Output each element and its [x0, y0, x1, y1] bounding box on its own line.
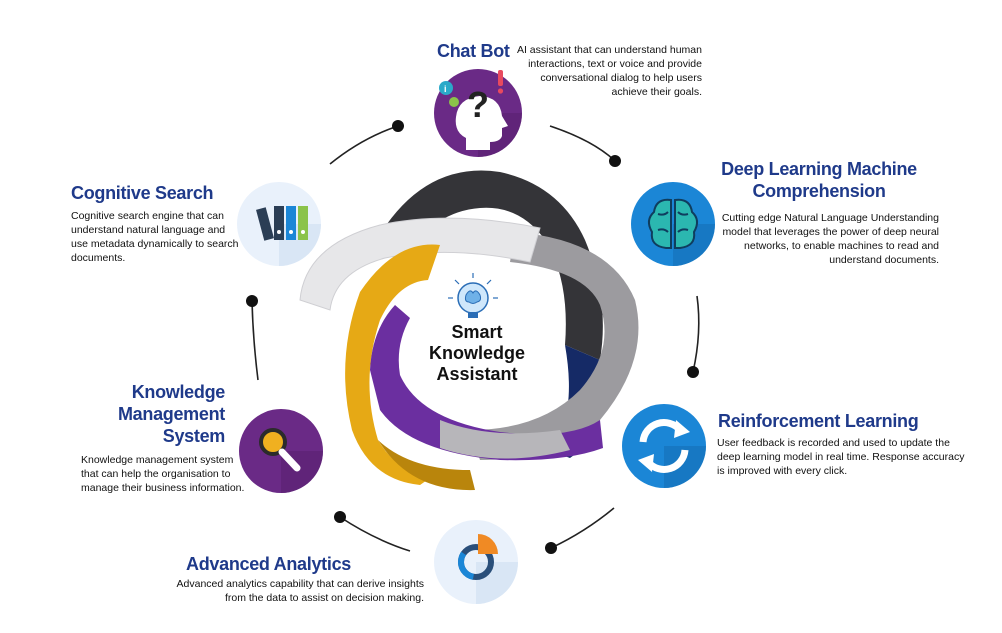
center-title-line: Smart: [451, 322, 503, 342]
connector-dot: [609, 155, 621, 167]
description-line: interactions, text or voice and provide: [528, 58, 702, 70]
description-line: understand natural language and: [71, 224, 226, 236]
chat-bot-icon-circle: ? i: [434, 69, 522, 157]
description-line: Cognitive search engine that can: [71, 210, 224, 222]
connector-arc-knowledge-search: [251, 300, 259, 381]
connector-dot: [246, 295, 258, 307]
head-question-icon: ?: [455, 84, 508, 150]
knowledge-management-icon-circle: [239, 409, 323, 493]
connector-arc-deeplearning-reinforcement: [692, 295, 700, 373]
connector-arc-reinforcement-analytics: [550, 507, 615, 549]
brain-icon: [648, 198, 698, 249]
cognitive-search-title: Cognitive Search: [71, 183, 214, 203]
description-line: User feedback is recorded and used to up…: [717, 437, 950, 449]
connector-arc-search-chatbot: [329, 125, 399, 165]
ring-yellow: [345, 244, 440, 485]
description-line: manage their business information.: [81, 482, 245, 494]
gear-icon: [449, 97, 459, 107]
knowledge-management-title: Knowledge Management System: [100, 381, 225, 447]
knowledge-management-description: Knowledge management system that can hel…: [81, 453, 256, 495]
interlocking-rings: [299, 170, 639, 491]
advanced-analytics-description: Advanced analytics capability that can d…: [160, 577, 424, 605]
connector-arc-analytics-knowledge: [339, 516, 411, 552]
cognitive-search-description: Cognitive search engine that can underst…: [71, 209, 251, 265]
connector-dot: [687, 366, 699, 378]
reinforcement-title: Reinforcement Learning: [718, 411, 919, 431]
title-line: Deep Learning Machine: [721, 159, 917, 179]
description-line: Knowledge management system: [81, 454, 234, 466]
description-line: use metadata dynamically to search: [71, 238, 239, 250]
connector-arc-chatbot-deeplearning: [549, 125, 615, 161]
description-line: documents.: [71, 252, 126, 264]
deep-learning-title: Deep Learning Machine Comprehension: [716, 158, 922, 202]
description-line: Cutting edge Natural Language Understand…: [721, 212, 939, 224]
ring-purple: [370, 305, 603, 461]
center-backdrop: [410, 298, 542, 402]
connector-dot: [392, 120, 404, 132]
magnifier-icon: [259, 428, 301, 472]
title-line: System: [162, 426, 226, 446]
svg-text:?: ?: [467, 84, 489, 125]
reinforcement-icon-circle: [622, 404, 706, 488]
deep-learning-description: Cutting edge Natural Language Understand…: [716, 211, 939, 267]
description-line: understand documents.: [829, 254, 939, 266]
description-line: conversational dialog to help users: [540, 72, 702, 84]
ring-dark-gray: [372, 170, 603, 360]
center-title-line: Knowledge: [428, 343, 525, 363]
description-line: AI assistant that can understand human: [516, 44, 702, 56]
donut-chart-icon: [458, 534, 498, 580]
title-line: Comprehension: [752, 181, 886, 201]
ring-yellow-shadow: [378, 440, 475, 491]
reinforcement-description: User feedback is recorded and used to up…: [717, 436, 967, 478]
advanced-analytics-title: Advanced Analytics: [186, 554, 351, 574]
description-line: achieve their goals.: [611, 86, 702, 98]
description-line: that can help the organisation to: [81, 468, 231, 480]
chat-bot-description: AI assistant that can understand human i…: [505, 43, 702, 99]
center-title-line: Assistant: [436, 364, 518, 384]
description-line: is improved with every click.: [717, 465, 848, 477]
info-icon: [439, 81, 453, 95]
binders-icon: [256, 206, 308, 241]
connector-arcs: [251, 125, 700, 552]
ring-silver: [470, 232, 639, 460]
chat-bot-title: Chat Bot: [437, 41, 510, 61]
svg-text:i: i: [444, 84, 447, 94]
center-title: Smart Knowledge Assistant: [418, 322, 536, 385]
connector-dot: [334, 511, 346, 523]
title-line: Management: [117, 404, 225, 424]
description-line: deep learning model in real time. Respon…: [717, 451, 965, 463]
advanced-analytics-icon-circle: [434, 520, 518, 604]
description-line: from the data to assist on decision maki…: [224, 592, 424, 604]
exclamation-icon: [498, 70, 503, 86]
connector-dot: [545, 542, 557, 554]
title-line: Knowledge: [131, 382, 226, 402]
ring-silver-front: [440, 420, 570, 459]
connector-dots: [246, 120, 699, 554]
lightbulb-brain-icon: [448, 273, 498, 318]
ring-light-gray: [299, 217, 541, 311]
description-line: model that leverages the power of deep n…: [722, 226, 939, 238]
description-line: Advanced analytics capability that can d…: [176, 578, 424, 590]
deep-learning-icon-circle: [631, 182, 715, 266]
cognitive-search-icon-circle: [237, 182, 321, 266]
description-line: networks, to enable machines to read and: [744, 240, 939, 252]
